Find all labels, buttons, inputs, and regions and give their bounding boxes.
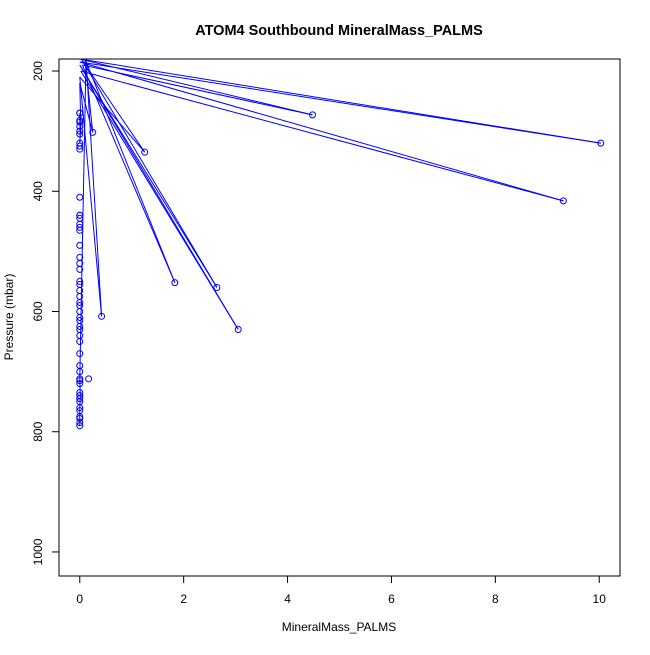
data-point bbox=[76, 389, 84, 397]
data-point bbox=[141, 148, 149, 156]
data-point bbox=[76, 116, 84, 124]
y-tick-label: 1000 bbox=[31, 538, 45, 565]
y-tick-label: 400 bbox=[31, 181, 45, 201]
data-point bbox=[559, 197, 567, 205]
data-point bbox=[76, 398, 84, 406]
data-point bbox=[76, 259, 84, 267]
data-point bbox=[85, 375, 93, 383]
series-segment bbox=[79, 83, 82, 126]
data-point bbox=[234, 326, 242, 334]
y-tick-label: 200 bbox=[31, 61, 45, 81]
data-point bbox=[76, 323, 84, 331]
y-tick-label: 800 bbox=[31, 421, 45, 441]
series-segment bbox=[79, 61, 601, 144]
data-point bbox=[213, 283, 221, 291]
data-point bbox=[76, 211, 84, 219]
y-axis-label: Pressure (mbar) bbox=[2, 274, 16, 361]
data-point bbox=[76, 380, 84, 388]
series-segment bbox=[81, 64, 176, 283]
y-axis: 200 400 600 800 1000 bbox=[31, 61, 60, 565]
data-point bbox=[76, 350, 84, 358]
series-segment bbox=[79, 76, 103, 317]
data-point bbox=[308, 111, 316, 119]
series-segment bbox=[79, 82, 94, 133]
x-tick-label: 2 bbox=[180, 592, 187, 606]
series-segment bbox=[80, 58, 146, 153]
data-point bbox=[76, 241, 84, 249]
chart-title: ATOM4 Southbound MineralMass_PALMS bbox=[195, 23, 483, 39]
data-point bbox=[76, 193, 84, 201]
series-segment bbox=[79, 76, 146, 153]
series-segment bbox=[80, 70, 564, 202]
data-point bbox=[98, 312, 106, 320]
data-point bbox=[171, 279, 179, 287]
series-segment bbox=[79, 64, 239, 330]
x-tick-label: 10 bbox=[593, 592, 607, 606]
series-segment bbox=[79, 61, 564, 202]
data-point bbox=[76, 298, 84, 306]
data-point bbox=[76, 286, 84, 294]
data-point bbox=[76, 118, 84, 126]
marker-layer bbox=[76, 109, 605, 430]
x-tick-label: 0 bbox=[76, 592, 83, 606]
data-point bbox=[76, 407, 84, 415]
y-tick-label: 600 bbox=[31, 301, 45, 321]
data-point bbox=[76, 422, 84, 430]
data-point bbox=[76, 375, 84, 383]
data-point bbox=[76, 277, 84, 285]
x-tick-label: 6 bbox=[388, 592, 395, 606]
series-segment bbox=[85, 58, 103, 317]
x-axis: 0 2 4 6 8 10 bbox=[76, 575, 607, 606]
series-segment bbox=[79, 64, 218, 288]
data-point bbox=[76, 220, 84, 228]
x-axis-label: MineralMass_PALMS bbox=[282, 620, 396, 634]
data-point bbox=[89, 128, 97, 136]
x-tick-label: 4 bbox=[284, 592, 291, 606]
data-point bbox=[76, 414, 84, 422]
data-point bbox=[76, 377, 84, 385]
data-point bbox=[597, 139, 605, 147]
data-point bbox=[76, 326, 84, 334]
data-point bbox=[76, 142, 84, 150]
x-tick-label: 8 bbox=[492, 592, 499, 606]
data-point bbox=[76, 130, 84, 138]
series-segment bbox=[80, 58, 218, 288]
series-segment bbox=[84, 58, 176, 283]
data-point bbox=[76, 223, 84, 231]
series-layer bbox=[79, 58, 601, 426]
data-point bbox=[76, 419, 84, 427]
data-point bbox=[76, 145, 84, 153]
data-point bbox=[76, 109, 84, 117]
data-point bbox=[76, 127, 84, 135]
data-point bbox=[76, 338, 84, 346]
data-point bbox=[76, 314, 84, 321]
data-point bbox=[76, 362, 84, 370]
